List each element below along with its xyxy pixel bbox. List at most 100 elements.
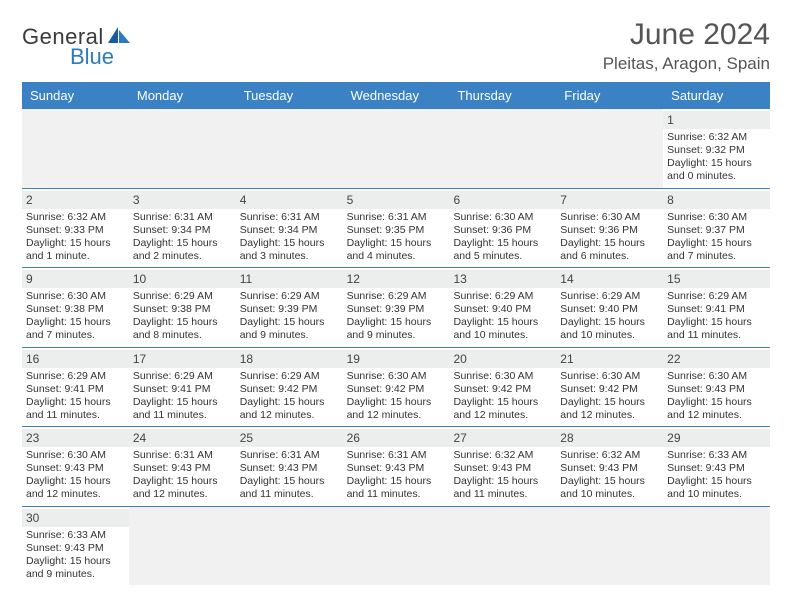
day-number: 15 <box>663 270 770 288</box>
day-number: 11 <box>236 270 343 288</box>
location-label: Pleitas, Aragon, Spain <box>603 54 770 74</box>
week-row: 1 Sunrise: 6:32 AMSunset: 9:32 PMDaylight… <box>22 109 770 189</box>
calendar-cell: 3Sunrise: 6:31 AMSunset: 9:34 PMDaylight… <box>129 189 236 268</box>
day-header-friday: Friday <box>556 82 663 109</box>
info-line: Sunrise: 6:29 AM <box>240 290 339 303</box>
day-info: Sunrise: 6:32 AMSunset: 9:43 PMDaylight:… <box>560 449 659 502</box>
info-line: and 11 minutes. <box>347 488 446 501</box>
info-line: and 11 minutes. <box>453 488 552 501</box>
calendar-cell: 5 Sunrise: 6:31 AMSunset: 9:35 PMDaylight… <box>343 189 450 268</box>
day-number: 5 <box>343 191 450 209</box>
calendar-cell: 20Sunrise: 6:30 AMSunset: 9:42 PMDayligh… <box>449 348 556 427</box>
month-title: June 2024 <box>603 18 770 52</box>
info-line: Daylight: 15 hours <box>453 475 552 488</box>
day-header-thursday: Thursday <box>449 82 556 109</box>
day-number-blank <box>129 111 236 129</box>
info-line: and 11 minutes. <box>240 488 339 501</box>
day-number: 2 <box>22 191 129 209</box>
info-line: Sunrise: 6:31 AM <box>133 211 232 224</box>
calendar-cell: 4Sunrise: 6:31 AMSunset: 9:34 PMDaylight… <box>236 189 343 268</box>
day-number: 28 <box>556 429 663 447</box>
info-line: Daylight: 15 hours <box>667 396 766 409</box>
week-row: 9Sunrise: 6:30 AMSunset: 9:38 PMDaylight… <box>22 268 770 348</box>
day-info: Sunrise: 6:31 AMSunset: 9:34 PMDaylight:… <box>240 211 339 264</box>
day-number-blank <box>556 509 663 527</box>
calendar-cell: 25Sunrise: 6:31 AMSunset: 9:43 PMDayligh… <box>236 427 343 506</box>
info-line: Sunrise: 6:29 AM <box>133 290 232 303</box>
calendar-cell-blank <box>22 109 129 188</box>
info-line: Daylight: 15 hours <box>26 475 125 488</box>
info-line: Daylight: 15 hours <box>26 316 125 329</box>
day-info: Sunrise: 6:31 AMSunset: 9:35 PMDaylight:… <box>347 211 446 264</box>
day-info: Sunrise: 6:33 AMSunset: 9:43 PMDaylight:… <box>667 449 766 502</box>
info-line: Daylight: 15 hours <box>667 316 766 329</box>
info-line: Daylight: 15 hours <box>453 316 552 329</box>
calendar: Sunday Monday Tuesday Wednesday Thursday… <box>22 82 770 585</box>
day-number: 17 <box>129 350 236 368</box>
info-line: and 7 minutes. <box>667 250 766 263</box>
info-line: Sunrise: 6:30 AM <box>453 370 552 383</box>
day-number: 1 <box>663 111 770 129</box>
day-number: 29 <box>663 429 770 447</box>
info-line: and 3 minutes. <box>240 250 339 263</box>
day-number: 6 <box>449 191 556 209</box>
info-line: Daylight: 15 hours <box>453 396 552 409</box>
info-line: Daylight: 15 hours <box>240 475 339 488</box>
info-line: and 12 minutes. <box>667 409 766 422</box>
logo-text-blue: Blue <box>70 44 114 70</box>
info-line: Sunset: 9:43 PM <box>240 462 339 475</box>
info-line: Sunset: 9:42 PM <box>560 383 659 396</box>
calendar-cell-blank <box>129 507 236 586</box>
info-line: Daylight: 15 hours <box>133 475 232 488</box>
info-line: Daylight: 15 hours <box>453 237 552 250</box>
info-line: and 12 minutes. <box>560 409 659 422</box>
day-number: 3 <box>129 191 236 209</box>
info-line: Sunset: 9:32 PM <box>667 144 766 157</box>
title-block: June 2024 Pleitas, Aragon, Spain <box>603 18 770 74</box>
calendar-cell: 28 Sunrise: 6:32 AMSunset: 9:43 PMDayligh… <box>556 427 663 506</box>
calendar-cell: 10Sunrise: 6:29 AMSunset: 9:38 PMDayligh… <box>129 268 236 347</box>
info-line: Sunset: 9:33 PM <box>26 224 125 237</box>
day-number: 19 <box>343 350 450 368</box>
day-info: Sunrise: 6:30 AMSunset: 9:36 PMDaylight:… <box>560 211 659 264</box>
day-number: 12 <box>343 270 450 288</box>
info-line: Sunset: 9:43 PM <box>560 462 659 475</box>
info-line: Sunrise: 6:29 AM <box>453 290 552 303</box>
info-line: Sunset: 9:41 PM <box>667 303 766 316</box>
day-info: Sunrise: 6:32 AMSunset: 9:33 PMDaylight:… <box>26 211 125 264</box>
day-number: 22 <box>663 350 770 368</box>
day-number-blank <box>556 111 663 129</box>
info-line: and 9 minutes. <box>240 329 339 342</box>
info-line: Daylight: 15 hours <box>26 555 125 568</box>
day-info: Sunrise: 6:29 AMSunset: 9:42 PMDaylight:… <box>240 370 339 423</box>
calendar-cell-blank <box>449 109 556 188</box>
day-header-row: Sunday Monday Tuesday Wednesday Thursday… <box>22 82 770 109</box>
info-line: Daylight: 15 hours <box>133 396 232 409</box>
info-line: and 12 minutes. <box>133 488 232 501</box>
calendar-cell-blank <box>129 109 236 188</box>
weeks-container: 1 Sunrise: 6:32 AMSunset: 9:32 PMDaylight… <box>22 109 770 585</box>
day-number-blank <box>129 509 236 527</box>
info-line: Daylight: 15 hours <box>347 237 446 250</box>
day-info: Sunrise: 6:29 AMSunset: 9:38 PMDaylight:… <box>133 290 232 343</box>
day-info: Sunrise: 6:29 AMSunset: 9:40 PMDaylight:… <box>453 290 552 343</box>
calendar-cell: 1 Sunrise: 6:32 AMSunset: 9:32 PMDaylight… <box>663 109 770 188</box>
day-number: 30 <box>22 509 129 527</box>
info-line: and 11 minutes. <box>667 329 766 342</box>
info-line: Sunset: 9:43 PM <box>667 462 766 475</box>
info-line: and 0 minutes. <box>667 170 766 183</box>
week-row: 23Sunrise: 6:30 AMSunset: 9:43 PMDayligh… <box>22 427 770 507</box>
info-line: and 1 minute. <box>26 250 125 263</box>
info-line: and 4 minutes. <box>347 250 446 263</box>
info-line: Sunrise: 6:29 AM <box>133 370 232 383</box>
info-line: Sunset: 9:34 PM <box>240 224 339 237</box>
info-line: Daylight: 15 hours <box>667 237 766 250</box>
day-info: Sunrise: 6:32 AMSunset: 9:32 PMDaylight:… <box>667 131 766 184</box>
day-header-sunday: Sunday <box>22 82 129 109</box>
calendar-cell: 12Sunrise: 6:29 AMSunset: 9:39 PMDayligh… <box>343 268 450 347</box>
info-line: Sunset: 9:43 PM <box>133 462 232 475</box>
calendar-cell: 8Sunrise: 6:30 AMSunset: 9:37 PMDaylight… <box>663 189 770 268</box>
day-info: Sunrise: 6:30 AMSunset: 9:43 PMDaylight:… <box>26 449 125 502</box>
calendar-cell: 23Sunrise: 6:30 AMSunset: 9:43 PMDayligh… <box>22 427 129 506</box>
info-line: Sunset: 9:41 PM <box>133 383 232 396</box>
